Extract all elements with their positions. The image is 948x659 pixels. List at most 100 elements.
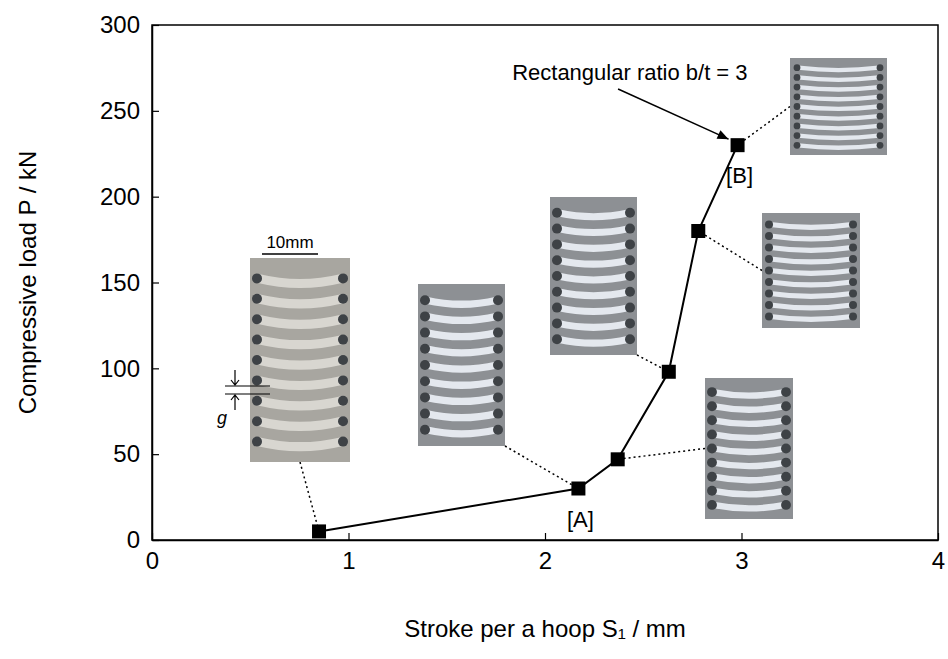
photo-stripe [798,97,879,99]
photo-hole [552,271,562,281]
photo-stripe [558,323,629,327]
photo-background [418,284,505,446]
scale-bar [262,253,318,255]
photo-stripe [770,294,852,297]
photo-hole [625,287,635,297]
photo-stripe [713,505,785,509]
annotation-arrow [618,89,728,139]
tick-mark [152,368,159,369]
photo-hole [781,472,791,482]
tick: 200 [100,183,159,210]
photo-stripe [798,126,879,128]
photo-hole [707,486,717,496]
photo-hole [707,444,717,454]
photo-hole [765,243,773,251]
tick-label: 0 [146,547,159,574]
photo-hole [877,64,884,71]
photo-hole [849,301,857,309]
photo-hole [849,278,857,286]
tick-label: 0 [127,526,140,553]
photo-hole [707,472,717,482]
photo-leader [698,231,762,271]
photo-stripe [713,420,785,424]
photo-hole [849,266,857,274]
x-axis-title: Stroke per a hoop S₁ / mm [404,615,686,642]
photo-hole [625,255,635,265]
gap-arrow [231,370,239,385]
photo-stripe [770,305,852,308]
gap-line [225,385,270,386]
tick-label: 200 [100,183,140,210]
photo-stripe [770,282,852,285]
photo-hole [493,344,503,354]
photo-hole [420,392,430,402]
photo-hole [765,312,773,320]
photo-hole [765,232,773,240]
tick: 2 [539,533,552,574]
photo-background [762,213,860,328]
photo-hole [420,376,430,386]
photo-hole [493,376,503,386]
photo-hole [781,387,791,397]
tick-label: 2 [539,547,552,574]
photo-hole [552,287,562,297]
photo-hole [420,328,430,338]
photo-hole [252,355,262,365]
photo-hole [765,220,773,228]
photo-hole [781,415,791,425]
x-axis: 0 1 2 3 4 [146,533,945,574]
photo-hole [707,500,717,510]
photo-stripe [258,299,342,304]
tick-label: 1 [342,547,355,574]
data-point [571,482,585,496]
photo-hole [765,278,773,286]
photo-hole [849,232,857,240]
photo-stripe [258,319,342,324]
photo-hole [625,271,635,281]
data-point [731,138,745,152]
photo-stripe [558,213,629,217]
tick: 100 [100,355,159,382]
photo-hole [794,84,801,91]
photo-hole [877,103,884,110]
annotation: Rectangular ratio b/t = 3 [512,60,747,85]
photo-hole [252,437,262,447]
photo-stripe [258,401,342,406]
photo-stripe [713,449,785,453]
photo-hole [877,113,884,120]
photo-leader [505,446,578,489]
photo-hole [493,295,503,305]
photo-background [250,258,350,462]
photo-stripe [798,87,879,89]
tick-label: 300 [100,11,140,38]
photo-hole [781,401,791,411]
tick: 1 [342,533,355,574]
photo-hole [707,387,717,397]
tick-mark [152,282,159,283]
photo-hole [625,224,635,234]
photo-hole [338,355,348,365]
photo-hole [252,396,262,406]
tick-label: 250 [100,97,140,124]
photo-stripe [558,339,629,343]
photo-hole [794,123,801,130]
tick: 4 [932,533,945,574]
photo-background [790,58,887,155]
photo-hole [338,273,348,283]
tick: 3 [735,533,748,574]
photo-stripe [258,380,342,385]
photo-hole [552,255,562,265]
photo-hole [794,132,801,139]
y-axis: 050100150200250300 [100,11,159,553]
photo-hole [493,409,503,419]
photo-stripe [798,136,879,138]
photo-leader [300,462,319,531]
photo-hole [420,360,430,370]
photos [250,58,887,531]
photo-hole [849,255,857,263]
photo-hole [625,303,635,313]
photo-hole [338,396,348,406]
photo-hole [707,401,717,411]
photo-stripe [558,244,629,248]
tick: 0 [127,526,159,553]
